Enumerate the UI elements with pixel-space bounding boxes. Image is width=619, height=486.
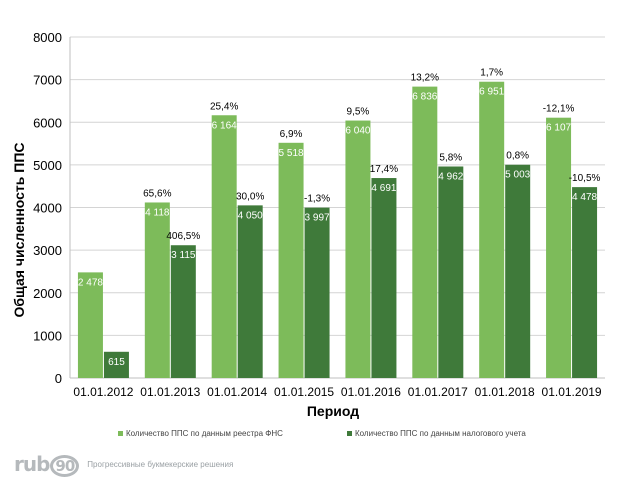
bar-tax [170,245,196,378]
data-label: 5 003 [505,170,530,181]
change-label: -1,3% [304,194,330,205]
bar-tax [304,207,330,378]
data-label: 6 040 [345,126,370,137]
bar-tax [371,178,397,378]
bar-tax [438,166,464,378]
y-axis-label: Общая численность ППС [11,142,27,317]
brand-logo: rub 90 [14,452,80,477]
change-label: 17,4% [370,164,398,175]
bar-fns [211,115,237,379]
data-label: 4 962 [438,171,463,182]
bar-fns [546,117,572,379]
bar-fns [77,272,103,378]
x-tick-label: 01.01.2014 [207,385,267,399]
data-label: 6 164 [212,120,237,131]
x-tick-label: 01.01.2016 [341,385,401,399]
change-label: 5,8% [439,152,462,163]
change-label: -10,5% [569,173,601,184]
change-label: 0,8% [506,151,529,162]
y-tick-label: 1000 [33,328,62,343]
bar-tax [505,164,531,378]
y-tick-label: 3000 [33,243,62,258]
x-tick-label: 01.01.2012 [73,385,133,399]
data-label: 615 [108,357,125,368]
x-tick-label: 01.01.2013 [140,385,200,399]
y-tick-label: 6000 [33,115,62,130]
x-axis-label: Период [307,403,359,419]
x-tick-label: 01.01.2018 [475,385,535,399]
bar-fns [144,202,170,378]
bar-fns [412,86,438,378]
data-label: 2 478 [78,277,103,288]
data-label: 6 951 [479,87,504,98]
y-tick-label: 2000 [33,286,62,301]
data-label: 3 997 [305,213,330,224]
labels: 0 1000 2000 3000 4000 5000 6000 7000 8000 01.01.2… [33,30,602,399]
data-label: 4 691 [371,183,396,194]
bar-tax [572,187,598,378]
change-label: 406,5% [166,231,200,242]
brand-tagline: Прогрессивные букмекерские решения [87,460,234,469]
change-label: 30,0% [236,191,264,202]
y-tick-label: 8000 [33,30,62,45]
x-tick-label: 01.01.2017 [408,385,468,399]
bar-tax [103,351,129,378]
legend-swatch-fns [118,431,123,436]
data-label: 5 518 [279,148,304,159]
bar-fns [479,81,505,378]
bar-fns [278,142,304,378]
change-label: 9,5% [347,107,370,118]
legend-swatch-tax [347,431,352,436]
brand-footer: rub 90 Прогрессивные букмекерские решения [14,452,233,477]
x-tick-label: 01.01.2015 [274,385,334,399]
legend: Количество ППС по данным реестра ФНС Кол… [118,429,526,438]
change-label: 6,9% [280,129,303,140]
legend-label-fns: Количество ППС по данным реестра ФНС [126,429,283,438]
change-label: -12,1% [543,104,575,115]
data-label: 3 115 [171,250,196,261]
change-label: 65,6% [143,188,171,199]
y-tick-label: 0 [55,371,62,386]
y-tick-label: 5000 [33,158,62,173]
change-label: 25,4% [210,101,238,112]
data-label: 6 107 [546,123,571,134]
data-label: 4 118 [145,207,170,218]
y-tick-label: 4000 [33,201,62,216]
change-label: 13,2% [411,73,439,84]
legend-label-tax: Количество ППС по данным налогового учет… [355,429,526,438]
data-label: 6 836 [412,92,437,103]
x-tick-label: 01.01.2019 [542,385,602,399]
bar-chart: 0 1000 2000 3000 4000 5000 6000 7000 8000 01.01.2… [11,30,605,438]
bars [77,81,598,379]
data-label: 4 478 [572,192,597,203]
y-tick-label: 7000 [33,73,62,88]
data-label: 4 050 [238,210,263,221]
change-label: 1,7% [480,68,503,79]
bar-tax [237,205,263,378]
bar-fns [345,120,371,379]
